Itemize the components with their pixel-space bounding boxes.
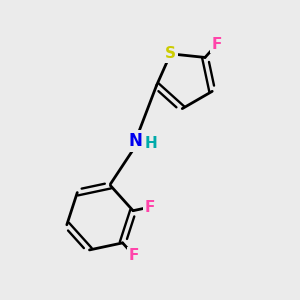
Text: F: F bbox=[129, 248, 139, 263]
Text: F: F bbox=[212, 37, 222, 52]
Text: H: H bbox=[145, 136, 158, 151]
Text: N: N bbox=[128, 132, 142, 150]
Text: F: F bbox=[145, 200, 155, 214]
Text: S: S bbox=[165, 46, 176, 61]
